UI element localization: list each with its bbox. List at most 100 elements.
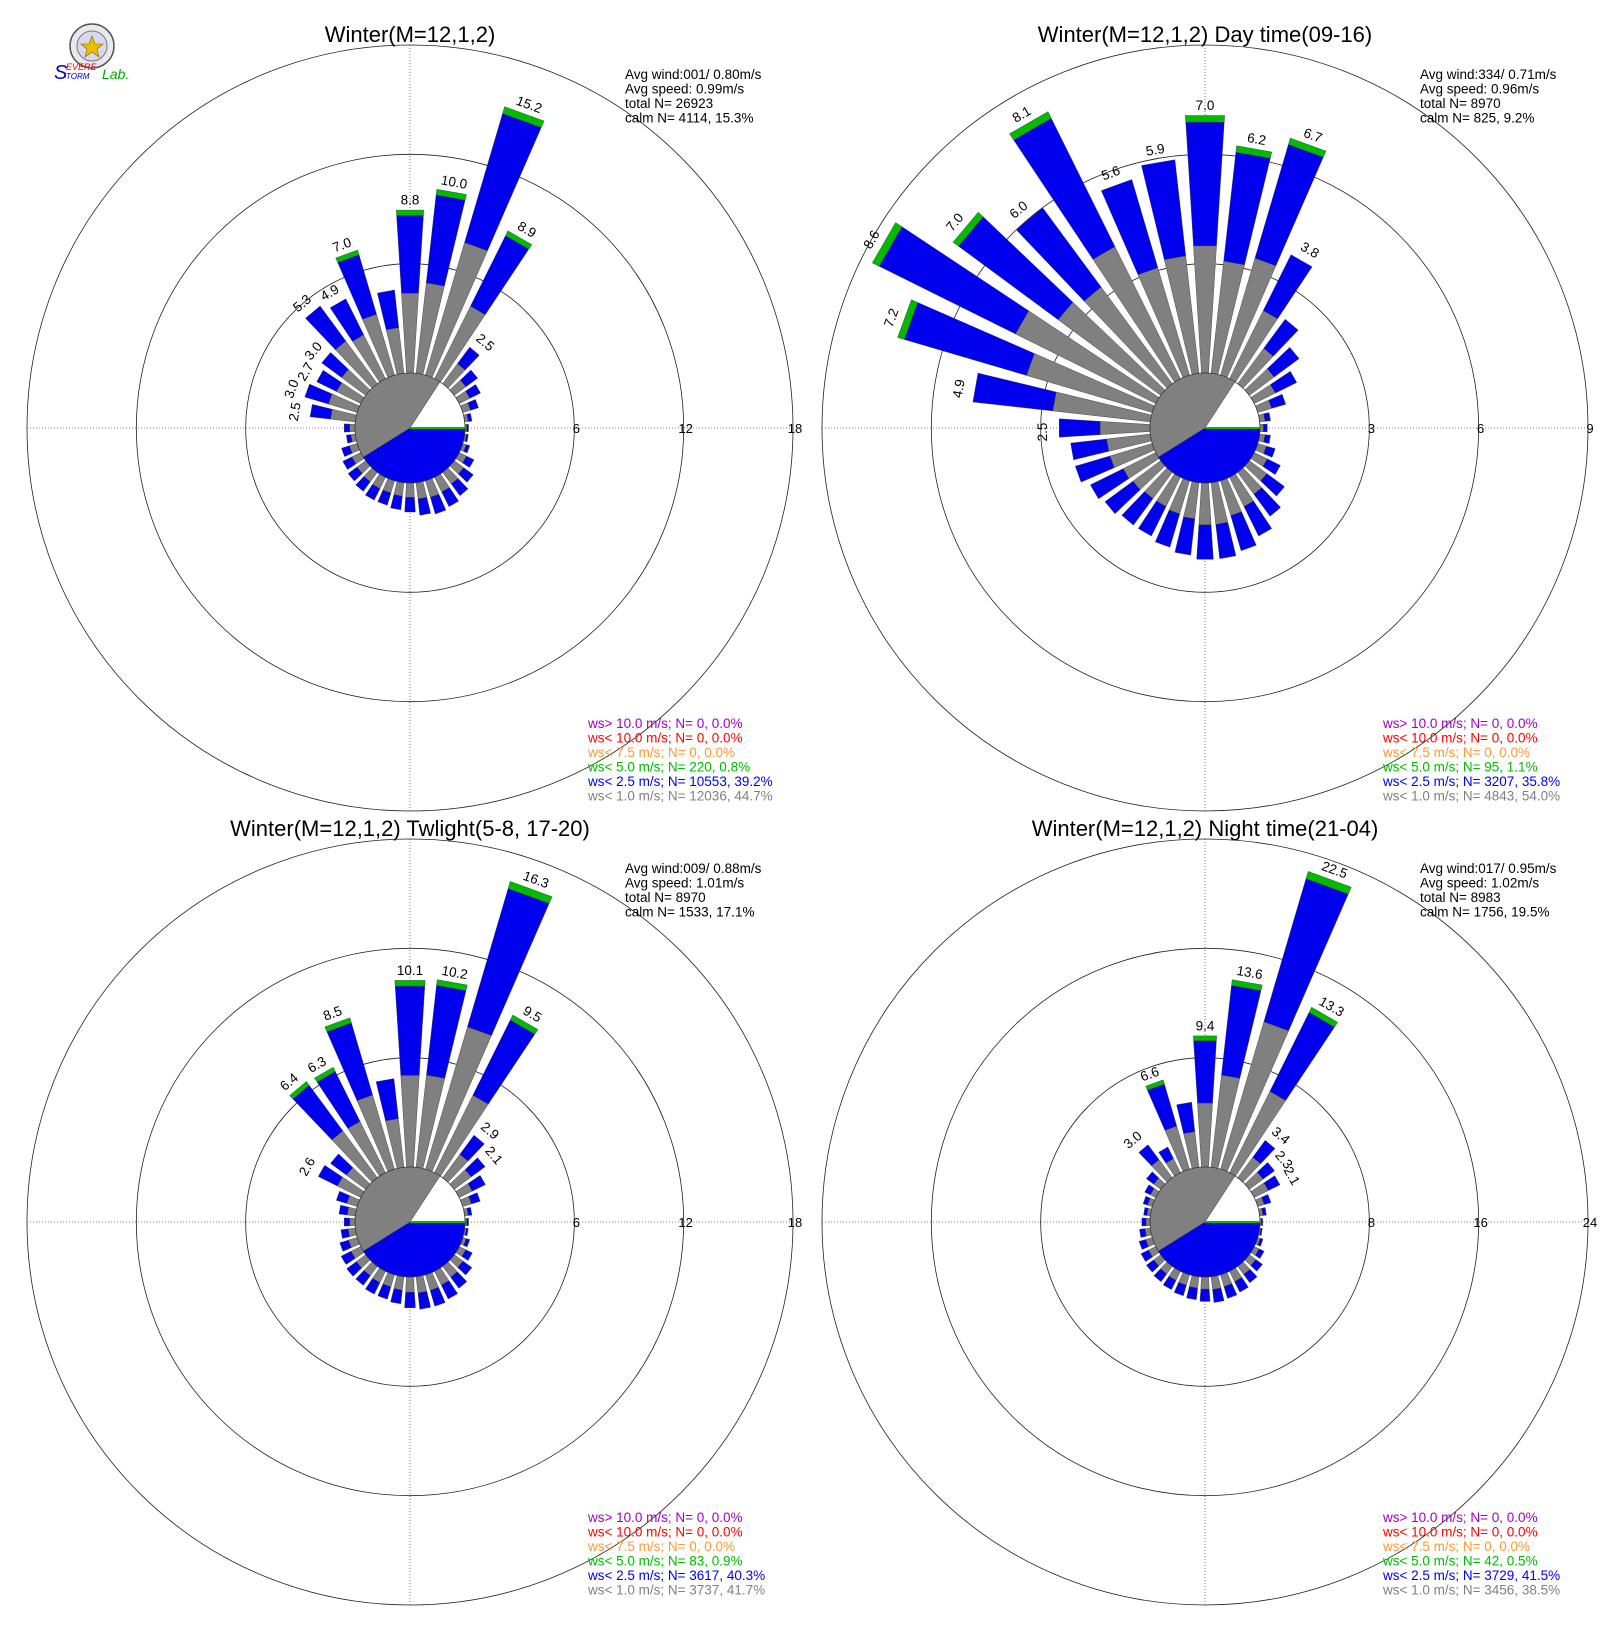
bar-segment-2-5ms (467, 399, 479, 411)
ring-tick-label: 12 (678, 421, 692, 436)
bar-segment-2-5ms (1261, 1194, 1272, 1205)
bar-value-label: 2.1 (482, 1143, 506, 1167)
bar-segment-2-5ms (404, 497, 416, 513)
bar-segment-2-5ms (1142, 1195, 1151, 1206)
bar-segment-2-5ms (972, 372, 1057, 412)
bar-value-label: 6.2 (1246, 130, 1267, 148)
bar-dir-230 (1146, 1254, 1166, 1273)
bar-segment-5ms (1145, 1079, 1165, 1091)
ring-tick-label: 24 (1583, 1215, 1597, 1230)
bar-dir-190 (1186, 1275, 1200, 1300)
bar-dir-340 (324, 1017, 395, 1172)
legend-entry: ws< 1.0 m/s; N= 12036, 44.7% (587, 789, 773, 804)
bar-segment-2-5ms (451, 478, 469, 496)
bar-segment-calm-1ms (349, 1217, 356, 1227)
bar-segment-2-5ms (1173, 1282, 1187, 1296)
bar-dir-250 (341, 443, 360, 457)
bar-segment-2-5ms (1139, 1228, 1147, 1238)
bar-value-label: 7.2 (881, 306, 902, 329)
bar-segment-calm-1ms (393, 1275, 405, 1291)
bar-segment-2-5ms (461, 1249, 473, 1261)
bar-segment-5ms (396, 209, 424, 216)
bar-segment-2-5ms (464, 1157, 486, 1178)
bar-segment-2-5ms (457, 1260, 473, 1276)
legend-entry: ws< 5.0 m/s; N= 42, 0.5% (1382, 1554, 1538, 1569)
stats-line: total N= 8970 (1420, 96, 1501, 111)
bar-dir-210 (365, 473, 386, 501)
bar-segment-2-5ms (305, 305, 347, 350)
bar-segment-2-5ms (1263, 318, 1299, 357)
bar-segment-2-5ms (316, 370, 342, 392)
stats-line: calm N= 1756, 19.5% (1420, 905, 1549, 920)
calm-sector-2-5ms (1158, 427, 1261, 484)
bar-segment-2-5ms (329, 298, 364, 342)
bar-dir-50 (449, 1157, 486, 1190)
bar-segment-5ms (1185, 115, 1225, 123)
bar-dir-200 (377, 478, 395, 506)
bar-value-label: 5.6 (1099, 163, 1122, 184)
legend-entry: ws< 2.5 m/s; N= 3729, 41.5% (1382, 1568, 1560, 1583)
bar-segment-2-5ms (1267, 347, 1300, 378)
bar-dir-330 (1158, 1146, 1181, 1177)
bar-segment-calm-1ms (1193, 245, 1217, 374)
bar-segment-2-5ms (460, 369, 478, 387)
bar-value-label: 10.2 (440, 963, 468, 982)
legend-entry: ws< 1.0 m/s; N= 3456, 38.5% (1382, 1583, 1560, 1598)
bar-dir-110 (1255, 1237, 1264, 1247)
bar-dir-30 (1229, 254, 1313, 383)
panel-title: Winter(M=12,1,2) Day time(09-16) (1038, 22, 1372, 47)
legend-entry: ws< 5.0 m/s; N= 220, 0.8% (587, 760, 750, 775)
bar-segment-2-5ms (340, 1251, 356, 1265)
bar-dir-250 (1138, 1237, 1155, 1250)
bar-segment-2-5ms (1234, 1277, 1249, 1293)
wind-rose-panel-3: Winter(M=12,1,2) Twlight(5-8, 17-20) 6 12 1… (26, 816, 802, 1606)
calm-sector-2-5ms (363, 1221, 466, 1278)
bar-dir-10 (1210, 979, 1263, 1169)
bar-segment-2-5ms (1250, 1259, 1263, 1272)
bar-segment-5ms (335, 249, 360, 263)
bar-segment-2-5ms (1104, 480, 1141, 514)
calm-hub (354, 372, 466, 484)
bar-segment-2-5ms (321, 352, 349, 378)
bar-value-label: 3.0 (1121, 1128, 1145, 1152)
calm-hub (1149, 1166, 1261, 1278)
bar-dir-60 (455, 384, 481, 404)
bar-dir-240 (342, 452, 365, 470)
bar-dir-300 (318, 1165, 365, 1198)
bar-segment-2-5ms (1230, 511, 1257, 551)
ring-tick-label: 6 (573, 1215, 580, 1230)
bar-segment-2-5ms (1070, 438, 1109, 461)
bar-segment-2-5ms (417, 497, 431, 516)
bar-segment-2-5ms (355, 1270, 371, 1286)
bar-segment-2-5ms (1143, 1207, 1149, 1216)
bar-dir-10 (415, 979, 468, 1169)
bar-segment-2-5ms (338, 1204, 349, 1216)
bar-dir-180 (1199, 1276, 1211, 1302)
bar-segment-2-5ms (1153, 1268, 1167, 1282)
bar-segment-5ms (1288, 137, 1327, 158)
bar-segment-2-5ms (463, 1238, 471, 1248)
legend-entry: ws< 10.0 m/s; N= 0, 0.0% (587, 731, 743, 746)
range-ring (821, 44, 1589, 812)
bar-dir-160 (1220, 1272, 1238, 1299)
bar-dir-240 (340, 1246, 365, 1265)
bar-dir-270 (1059, 418, 1151, 438)
bar-segment-2-5ms (1075, 455, 1115, 483)
bar-segment-calm-1ms (405, 482, 415, 498)
bar-segment-calm-1ms (1198, 482, 1212, 526)
bar-dir-70 (1255, 394, 1286, 413)
bar-value-label: 3.8 (1298, 239, 1322, 261)
bar-segment-2-5ms (390, 1288, 403, 1305)
bar-value-label: 3.4 (1269, 1124, 1293, 1148)
bar-dir-220 (355, 467, 378, 492)
bar-segment-2-5ms (466, 1218, 469, 1226)
bar-segment-calm-1ms (400, 1075, 420, 1168)
bar-segment-5ms (324, 1017, 352, 1033)
bar-dir-20 (1220, 871, 1352, 1172)
bar-dir-70 (460, 399, 479, 413)
bar-value-label: 2.7 (294, 360, 316, 384)
bar-segment-5ms (289, 1081, 310, 1100)
bar-dir-90 (464, 1218, 469, 1226)
bar-dir-270 (344, 423, 356, 433)
bar-segment-2-5ms (390, 494, 403, 511)
